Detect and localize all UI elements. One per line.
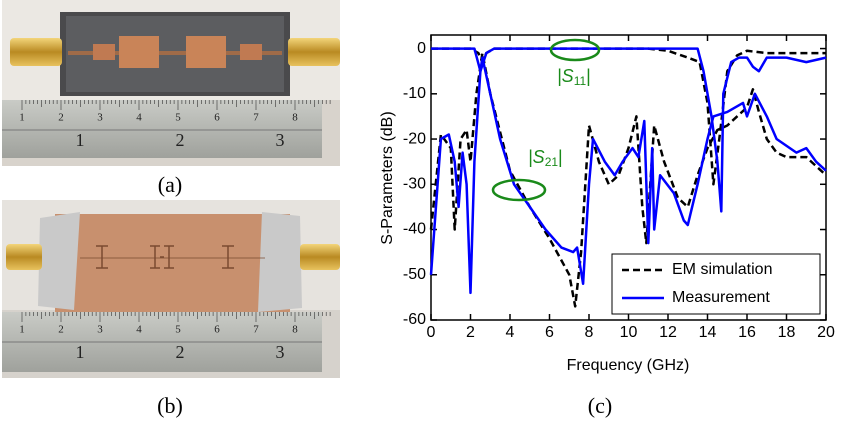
- ruler-in-label: 2: [176, 342, 185, 362]
- legend-label: EM simulation: [672, 261, 772, 278]
- ruler-cm-label: 2: [58, 112, 64, 124]
- ruler-cm-label: 3: [97, 112, 103, 124]
- annotation: |S11|: [557, 66, 591, 88]
- y-tick-label: -10: [403, 85, 426, 102]
- legend-label: Measurement: [672, 289, 770, 306]
- x-tick-label: 10: [620, 324, 638, 341]
- ruler-cm-label: 8: [292, 112, 298, 124]
- ruler-labels: 1 2 3 4 5 6 7 81 2 3: [19, 100, 331, 150]
- ruler-cm-label: 6: [214, 112, 220, 124]
- ruler-cm-label: 1: [19, 324, 25, 336]
- photo-a: [2, 0, 340, 166]
- ruler-in-label: 2: [176, 130, 185, 150]
- ruler-cm-label: 5: [175, 324, 181, 336]
- caption: (c): [588, 393, 612, 418]
- photo-b: [2, 200, 340, 378]
- annotation-text: |: [558, 147, 563, 167]
- x-tick-label: 12: [659, 324, 677, 341]
- annotation-text: |S: [557, 66, 574, 86]
- ruler-in-label: 3: [276, 342, 285, 362]
- x-tick-label: 18: [778, 324, 796, 341]
- annotation-ellipse: [549, 38, 601, 62]
- annotation-subscript: 11: [574, 74, 587, 88]
- series-line: [431, 47, 827, 213]
- ruler-cm-label: 3: [97, 324, 103, 336]
- legend-box: [611, 253, 821, 315]
- caption: (a): [158, 172, 182, 197]
- ruler-cm-label: 2: [58, 324, 64, 336]
- ruler-cm-label: 1: [19, 112, 25, 124]
- series-line: [429, 56, 827, 295]
- annotation-subscript: 21: [545, 155, 559, 169]
- y-tick-label: -30: [403, 176, 426, 193]
- ruler-cm-label: 6: [214, 324, 220, 336]
- annotation-text: |S: [528, 147, 545, 167]
- y-tick-label: -20: [403, 130, 426, 147]
- y-tick-label: 0: [417, 40, 426, 57]
- ruler-in-label: 1: [76, 130, 85, 150]
- annotation-ellipse: [491, 178, 547, 202]
- series-line: [429, 51, 827, 308]
- ruler-in-label: 1: [76, 342, 85, 362]
- ruler-cm-label: 8: [292, 324, 298, 336]
- annotation: |S21|: [528, 147, 563, 169]
- x-tick-label: 20: [817, 324, 835, 341]
- x-tick-label: 8: [585, 324, 594, 341]
- x-tick-label: 2: [466, 324, 475, 341]
- x-axis-label: Frequency (GHz): [567, 357, 690, 374]
- ruler-cm-label: 7: [253, 112, 259, 124]
- x-tick-label: 0: [427, 324, 436, 341]
- ruler-in-label: 3: [276, 130, 285, 150]
- y-tick-label: -40: [403, 221, 426, 238]
- caption: (b): [157, 393, 183, 418]
- ruler-cm-label: 7: [253, 324, 259, 336]
- x-tick-label: 16: [738, 324, 756, 341]
- y-axis-label: S-Parameters (dB): [379, 111, 396, 244]
- x-tick-label: 6: [545, 324, 554, 341]
- x-tick-label: 14: [699, 324, 717, 341]
- y-tick-label: -60: [403, 311, 426, 328]
- y-tick-label: -50: [403, 266, 426, 283]
- x-tick-label: 4: [506, 324, 515, 341]
- ruler-cm-label: 4: [136, 112, 142, 124]
- ruler-cm-label: 5: [175, 112, 181, 124]
- annotation-text: |: [586, 66, 591, 86]
- ruler-labels: 1 2 3 4 5 6 7 81 2 3: [19, 312, 331, 362]
- ruler-cm-label: 4: [136, 324, 142, 336]
